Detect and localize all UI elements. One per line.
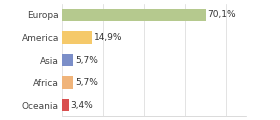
Text: 14,9%: 14,9% (94, 33, 122, 42)
Text: 5,7%: 5,7% (75, 55, 98, 65)
Bar (62, 99, 69, 111)
Bar (62, 76, 73, 89)
Bar (62, 54, 73, 66)
Bar (62, 9, 206, 21)
Text: 3,4%: 3,4% (70, 101, 93, 110)
Text: 5,7%: 5,7% (75, 78, 98, 87)
Text: 70,1%: 70,1% (207, 10, 236, 19)
Bar (62, 31, 92, 44)
